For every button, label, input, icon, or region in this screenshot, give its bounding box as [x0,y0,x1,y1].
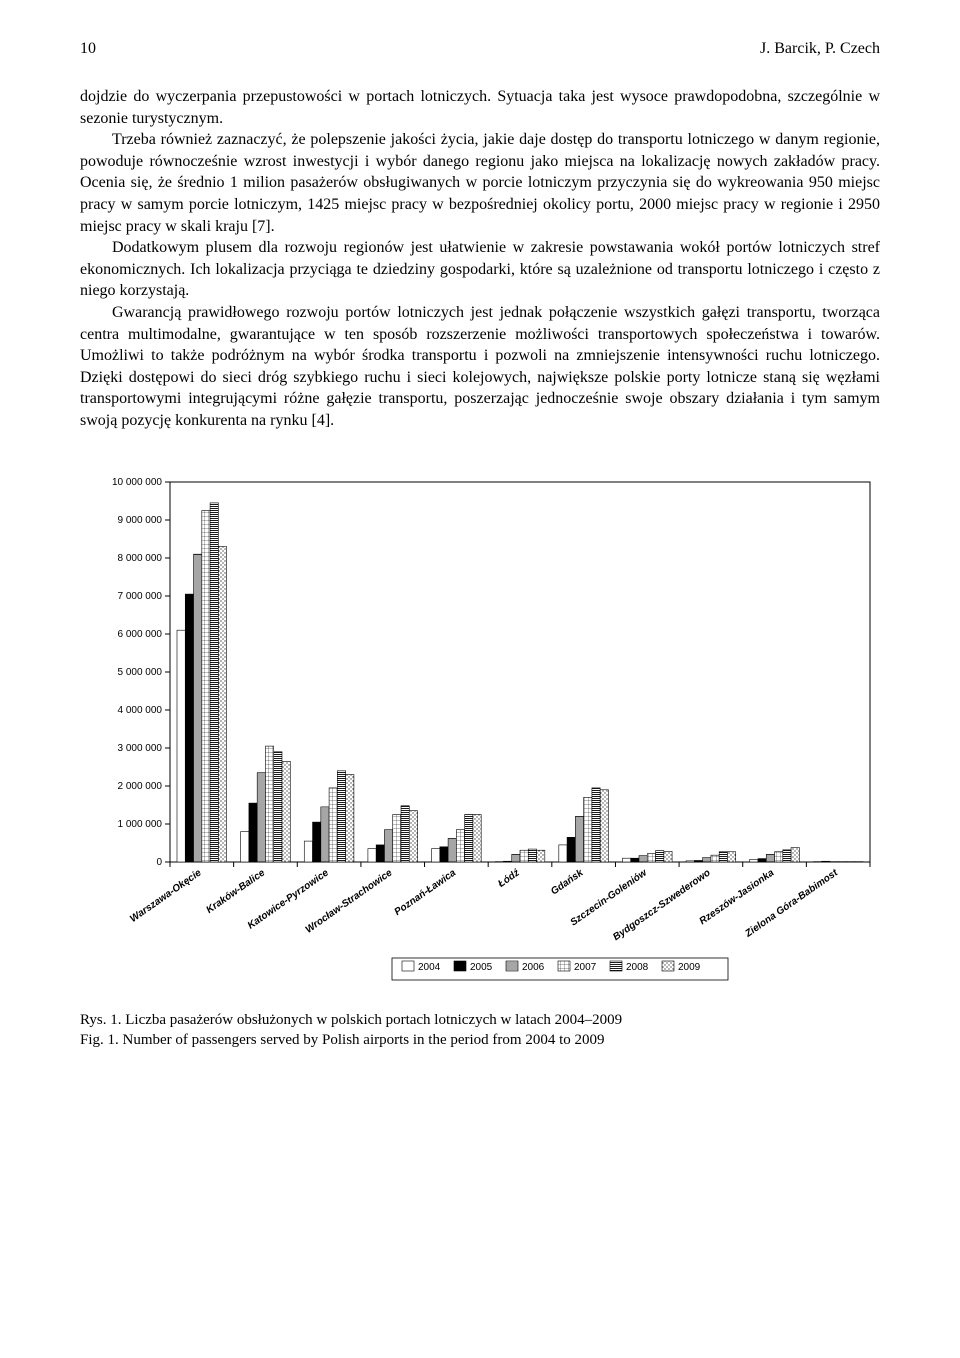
caption-line-1: Rys. 1. Liczba pasażerów obsłużonych w p… [80,1010,880,1030]
svg-text:2005: 2005 [470,962,493,973]
page-header: 10 J. Barcik, P. Czech [80,40,880,58]
svg-text:Warszawa-Okęcie: Warszawa-Okęcie [128,867,204,925]
svg-text:8 000 000: 8 000 000 [118,553,163,564]
caption-line-2: Fig. 1. Number of passengers served by P… [80,1030,880,1050]
page-number: 10 [80,40,96,58]
svg-text:2006: 2006 [522,962,545,973]
paragraph-1: dojdzie do wyczerpania przepustowości w … [80,86,880,129]
bar-chart-svg: 0 1 000 000 2 000 000 3 000 000 4 000 000 5 0… [80,472,880,992]
svg-text:2007: 2007 [574,962,597,973]
svg-text:7 000 000: 7 000 000 [118,591,163,602]
svg-text:1 000 000: 1 000 000 [118,819,163,830]
svg-text:2 000 000: 2 000 000 [118,781,163,792]
svg-text:3 000 000: 3 000 000 [118,743,163,754]
svg-text:2009: 2009 [678,962,701,973]
svg-text:2004: 2004 [418,962,441,973]
svg-text:Poznań-Ławica: Poznań-Ławica [393,867,459,918]
svg-text:9 000 000: 9 000 000 [118,515,163,526]
paragraph-4: Gwarancją prawidłowego rozwoju portów lo… [80,302,880,432]
page-authors: J. Barcik, P. Czech [760,40,880,58]
passengers-chart: 0 1 000 000 2 000 000 3 000 000 4 000 000 5 0… [80,472,880,992]
paragraph-2: Trzeba również zaznaczyć, że polepszenie… [80,129,880,237]
svg-text:4 000 000: 4 000 000 [118,705,163,716]
figure-caption: Rys. 1. Liczba pasażerów obsłużonych w p… [80,1010,880,1051]
svg-text:0: 0 [156,857,162,868]
svg-text:10 000 000: 10 000 000 [112,477,162,488]
svg-text:Łódź: Łódź [495,866,522,890]
paragraph-3: Dodatkowym plusem dla rozwoju regionów j… [80,237,880,302]
svg-text:6 000 000: 6 000 000 [118,629,163,640]
svg-text:5 000 000: 5 000 000 [118,667,163,678]
svg-text:Gdańsk: Gdańsk [549,867,586,897]
svg-text:2008: 2008 [626,962,649,973]
svg-text:Kraków-Balice: Kraków-Balice [204,867,267,916]
